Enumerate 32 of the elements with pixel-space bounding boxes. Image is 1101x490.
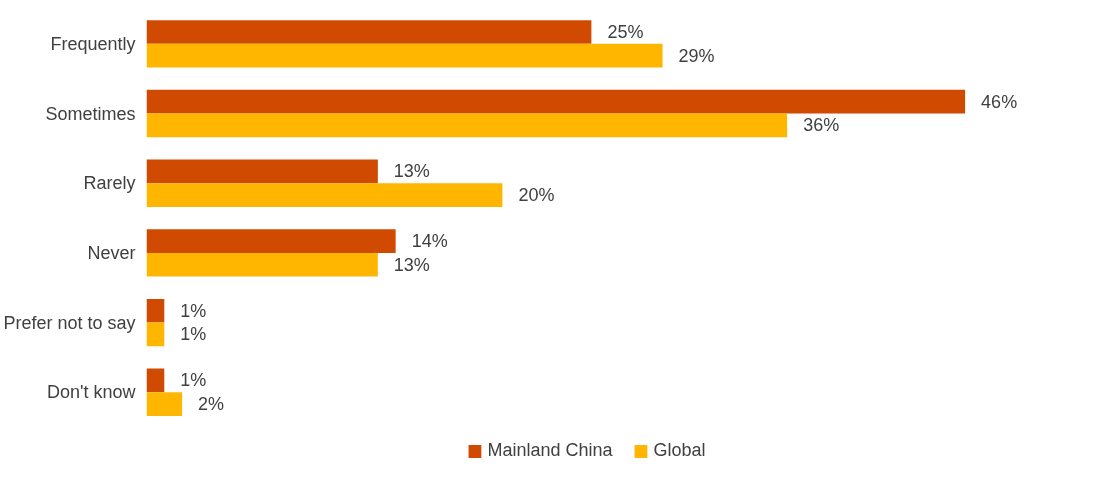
bar xyxy=(146,322,165,347)
data-label: 13% xyxy=(393,254,430,275)
data-label: 20% xyxy=(518,185,555,206)
bar xyxy=(146,298,165,323)
data-label: 13% xyxy=(393,161,430,182)
data-label: 1% xyxy=(180,300,207,321)
bar xyxy=(146,159,378,184)
data-label: 1% xyxy=(180,324,207,345)
y-tick-label: Sometimes xyxy=(45,103,136,124)
bar xyxy=(146,20,592,44)
data-label: 14% xyxy=(411,231,448,252)
legend-label: Mainland China xyxy=(487,440,613,461)
y-tick-label: Never xyxy=(87,242,136,263)
data-label: 29% xyxy=(678,45,715,66)
data-label: 46% xyxy=(981,91,1018,112)
bar xyxy=(146,183,503,207)
y-tick-label: Prefer not to say xyxy=(3,312,136,333)
bar xyxy=(146,113,788,138)
data-label: 2% xyxy=(198,394,225,415)
legend-label: Global xyxy=(653,440,706,461)
bar xyxy=(146,252,378,277)
data-label: 25% xyxy=(607,21,644,42)
bar xyxy=(146,392,183,417)
data-label: 36% xyxy=(803,115,840,136)
data-label: 1% xyxy=(180,370,207,391)
y-tick-label: Rarely xyxy=(83,173,136,194)
y-tick-label: Don't know xyxy=(47,382,137,403)
bar xyxy=(146,43,663,68)
bar xyxy=(146,229,396,253)
bar xyxy=(146,89,966,114)
y-tick-label: Frequently xyxy=(50,33,136,54)
bar xyxy=(146,368,165,393)
